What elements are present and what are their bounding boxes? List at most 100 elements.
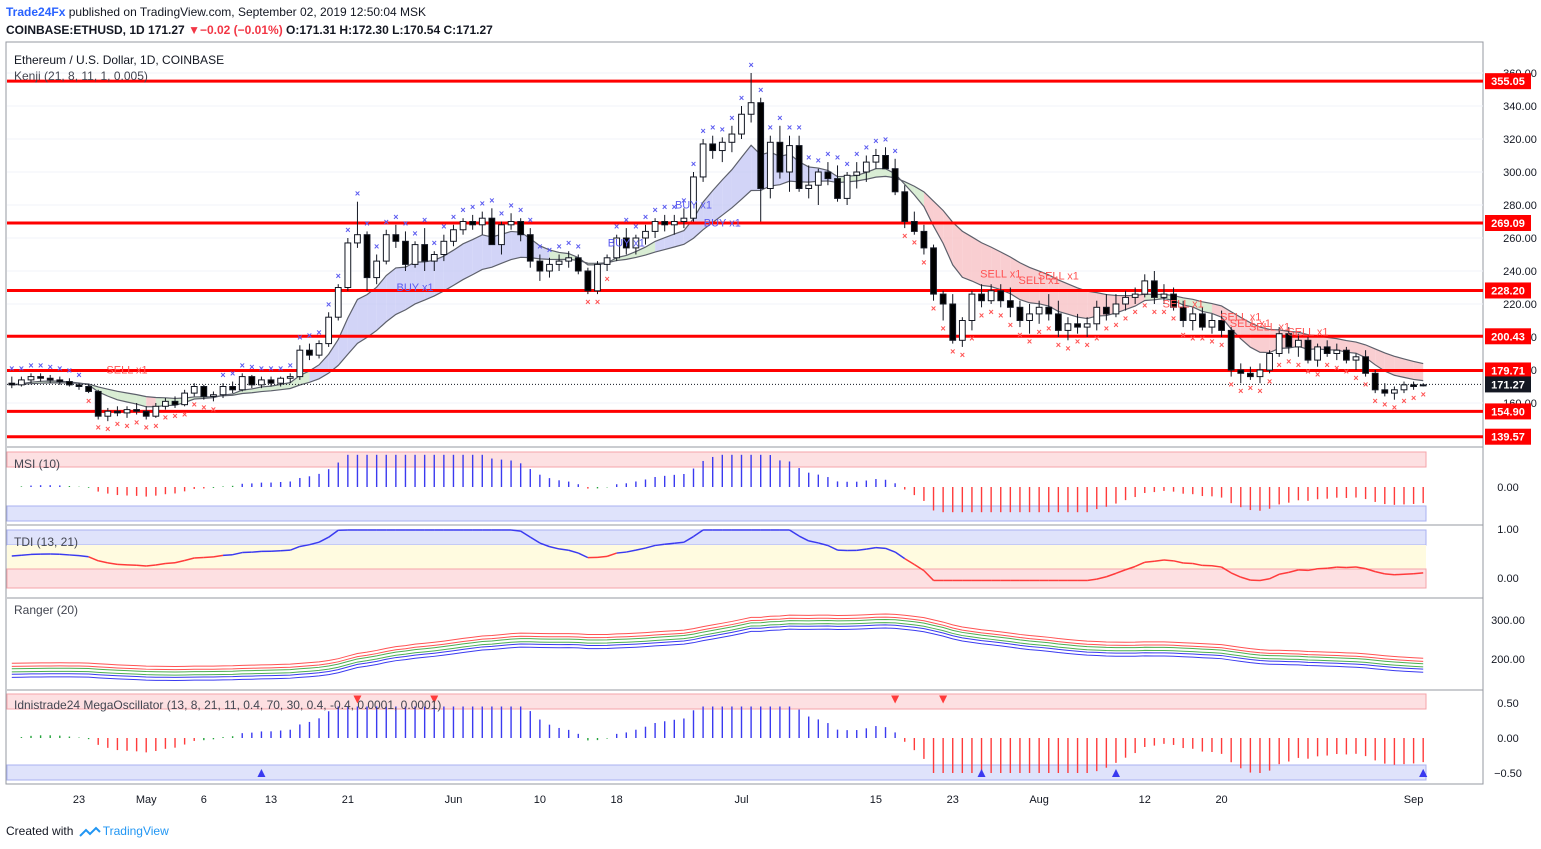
tdi-line <box>568 549 579 554</box>
candle-body <box>910 221 918 232</box>
signal-label: SELL x1 <box>1287 326 1328 338</box>
candle-body <box>392 234 400 242</box>
buy-marker: × <box>835 152 840 162</box>
buy-marker: × <box>873 136 878 146</box>
candle-body <box>699 143 707 178</box>
tdi-line <box>98 560 108 564</box>
candle-body <box>373 260 381 279</box>
candle-body <box>757 102 765 189</box>
tdi-line <box>645 544 656 549</box>
tdi-line <box>1355 566 1366 570</box>
sell-marker: × <box>1305 366 1310 376</box>
candle-body <box>1371 372 1379 391</box>
sell-marker: × <box>1267 376 1272 386</box>
buy-marker: × <box>9 364 14 374</box>
sell-marker: × <box>1344 366 1349 376</box>
tdi-line <box>174 559 185 564</box>
buy-marker: × <box>748 60 753 70</box>
tdi-line <box>654 543 665 547</box>
tdi-line <box>885 547 896 553</box>
buy-marker: × <box>672 202 677 212</box>
candle-body <box>843 174 851 199</box>
sell-marker: × <box>1209 337 1214 347</box>
cloud-segment <box>1192 299 1203 312</box>
candle-body <box>190 386 198 394</box>
sell-marker: × <box>902 231 907 241</box>
cloud-segment <box>1039 271 1049 307</box>
tdi-line <box>626 549 637 553</box>
mo-buy-triangle <box>1419 769 1428 777</box>
tdi-line <box>1211 565 1222 568</box>
candle-body <box>382 234 390 262</box>
candle-body <box>747 102 755 115</box>
mo-sell-triangle <box>430 695 439 704</box>
candle-body <box>901 191 909 223</box>
sell-marker: × <box>1238 386 1243 396</box>
cloud-segment <box>1019 262 1030 303</box>
ranger-line <box>11 618 1424 673</box>
sell-marker: × <box>115 419 120 429</box>
buy-marker: × <box>326 299 331 309</box>
candle-body <box>286 376 294 379</box>
buy-marker: × <box>825 149 830 159</box>
candle-body <box>718 141 726 152</box>
buy-marker: × <box>259 364 264 374</box>
signal-label: SELL x1 <box>1220 312 1261 324</box>
msi-lower-band <box>6 505 1427 522</box>
author-link[interactable]: Trade24Fx <box>6 5 66 19</box>
pane-tick-label: 0.00 <box>1497 733 1518 745</box>
sell-marker: × <box>1008 320 1013 330</box>
candle-body <box>766 141 774 190</box>
tdi-line <box>165 561 176 565</box>
cloud-segment <box>875 168 886 178</box>
tdi-line <box>1154 559 1165 563</box>
mo-lower-band <box>6 764 1427 781</box>
pane-tick-label: 0.00 <box>1497 482 1518 494</box>
signal-markers: × × × × × × × × × × × × × × × × × × × × × × × × × × × × × × × × × × × × × × × ×… <box>9 60 1426 434</box>
tdi-line <box>1298 569 1309 572</box>
cloud-segment <box>645 241 656 256</box>
cloud-segment <box>1240 317 1251 348</box>
buy-marker: × <box>547 245 552 255</box>
tdi-line <box>1375 570 1385 575</box>
signal-label: SELL x1 <box>1163 298 1204 310</box>
cloud-segment <box>405 262 416 310</box>
buy-marker: × <box>441 222 446 232</box>
candle-body <box>1391 389 1398 394</box>
candle-body <box>1131 293 1139 298</box>
price-level-label: 139.57 <box>1491 432 1525 444</box>
sell-marker: × <box>1373 396 1378 406</box>
tdi-line <box>1106 572 1117 578</box>
time-tick-label: Jun <box>445 794 463 806</box>
symbol-label: COINBASE:ETHUSD, 1D <box>6 23 145 37</box>
tdi-line <box>88 556 99 562</box>
tdi-line <box>11 554 22 557</box>
sell-marker: × <box>201 403 206 413</box>
sell-marker: × <box>912 238 917 248</box>
cloud-segment <box>424 260 435 301</box>
sell-marker: × <box>940 324 945 334</box>
chart-title: Ethereum / U.S. Dollar, 1D, COINBASE <box>14 53 224 67</box>
cloud-segment <box>943 210 953 265</box>
sell-marker: × <box>144 423 149 433</box>
cloud-segment <box>117 391 128 403</box>
candle-body <box>8 382 16 386</box>
sell-marker: × <box>1411 393 1416 403</box>
candle-body <box>56 379 64 383</box>
candles <box>8 73 1427 422</box>
buy-marker: × <box>720 124 725 134</box>
sell-marker: × <box>1065 343 1070 353</box>
publish-info: Trade24Fx published on TradingView.com, … <box>6 5 426 19</box>
tradingview-link[interactable]: TradingView <box>102 824 169 838</box>
cloud-segment <box>635 247 646 258</box>
sell-marker: × <box>211 404 216 414</box>
cloud-segment <box>712 179 723 223</box>
buy-marker: × <box>432 238 437 248</box>
candle-body <box>1285 333 1293 348</box>
candle-body <box>738 113 745 135</box>
cloud-segment <box>434 256 444 296</box>
candle-body <box>478 217 486 226</box>
price-tick-label: 240.00 <box>1503 266 1537 278</box>
buy-marker: × <box>777 113 782 123</box>
